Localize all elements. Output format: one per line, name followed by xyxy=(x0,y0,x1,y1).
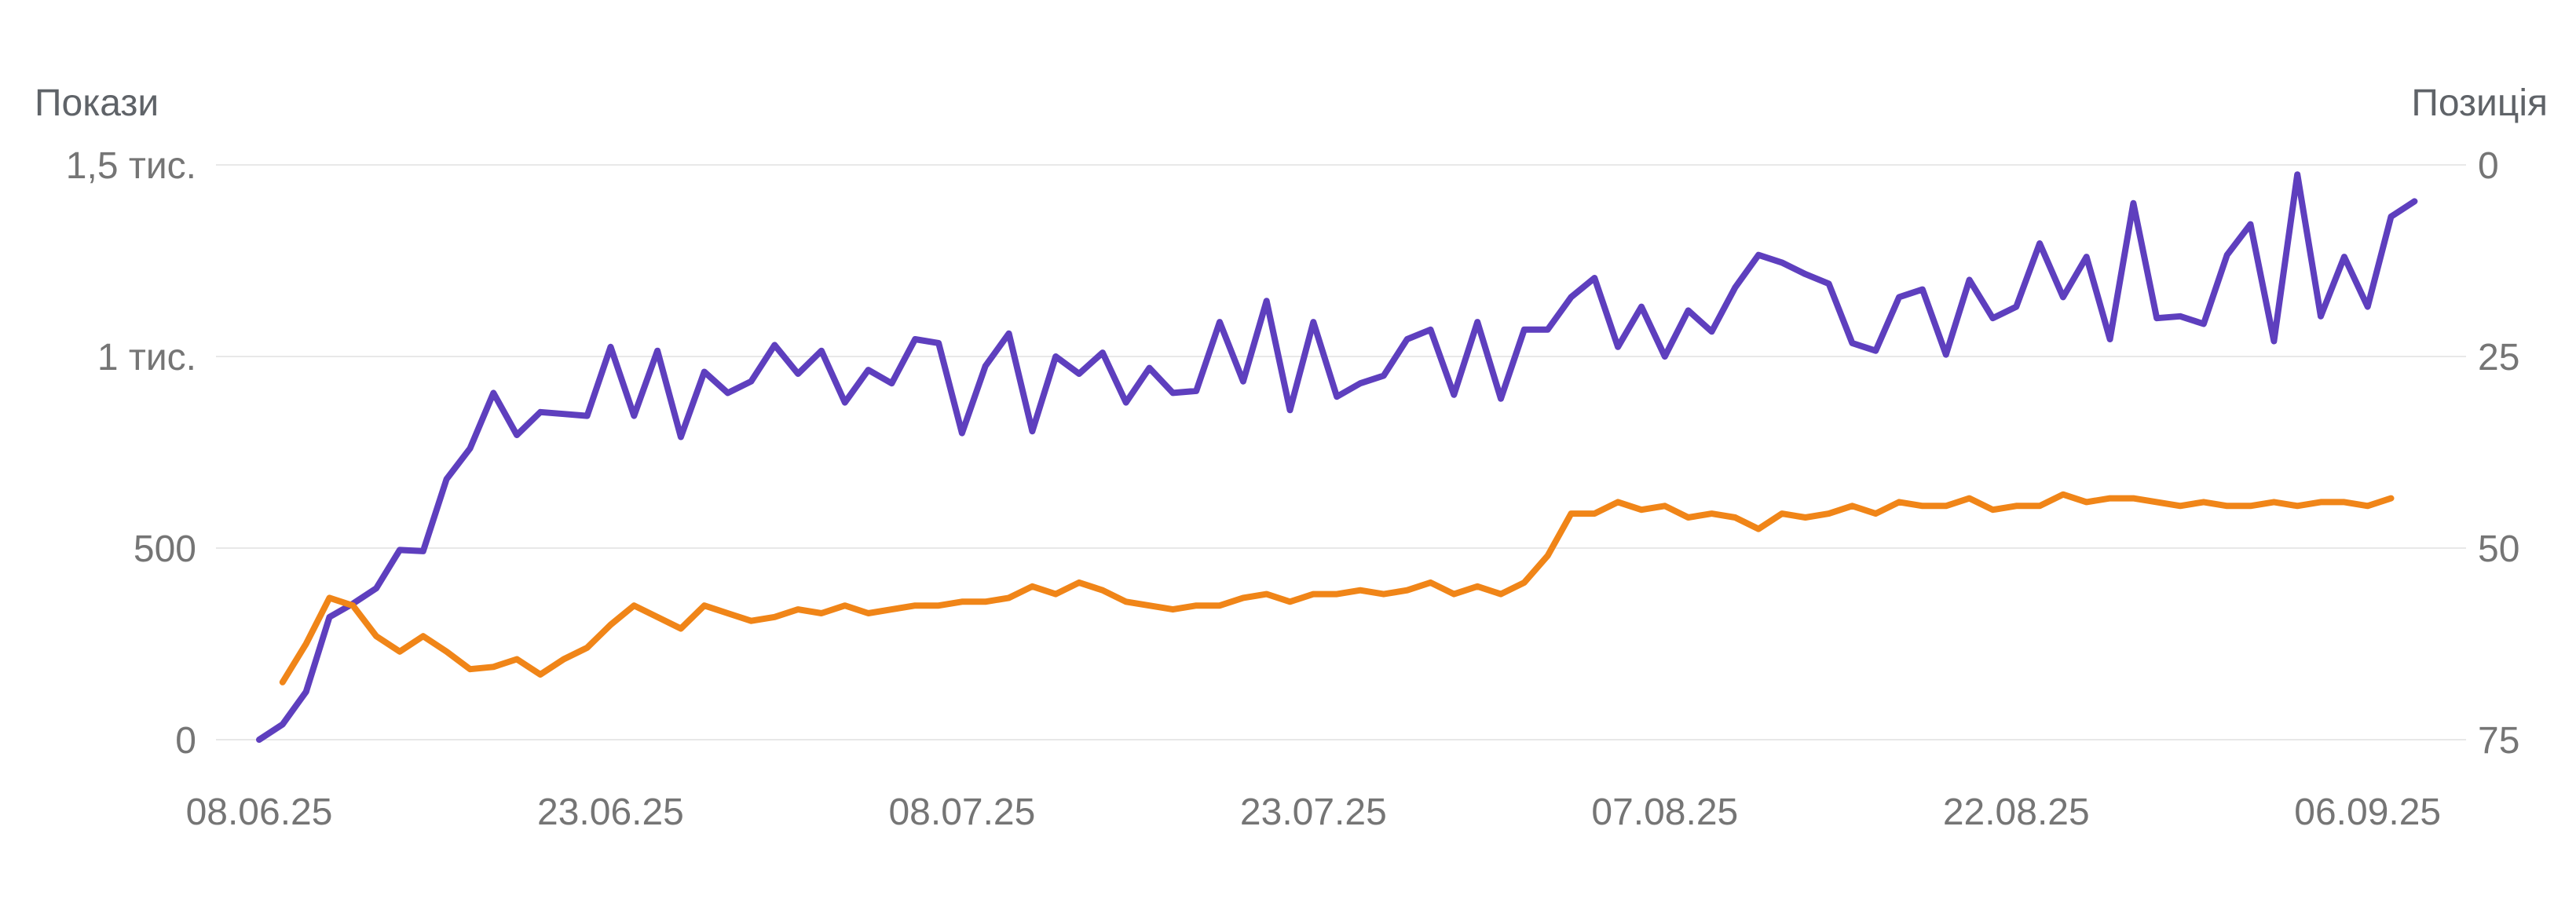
left-axis-title: Покази xyxy=(35,82,159,124)
right-axis-title: Позиція xyxy=(2411,82,2548,124)
right-tick-label: 0 xyxy=(2478,145,2499,187)
series-lines xyxy=(256,171,2418,743)
x-tick-label: 23.06.25 xyxy=(537,792,684,833)
x-tick-label: 08.06.25 xyxy=(186,792,333,833)
x-tick-label: 23.07.25 xyxy=(1240,792,1387,833)
right-tick-label: 25 xyxy=(2478,337,2519,378)
left-tick-label: 0 xyxy=(175,720,196,762)
position-series-line xyxy=(279,491,2395,686)
left-tick-label: 1 тис. xyxy=(97,337,196,378)
x-tick-label: 22.08.25 xyxy=(1943,792,2090,833)
left-tick-label: 500 xyxy=(134,528,196,570)
x-axis-ticks: 08.06.25 23.06.25 08.07.25 23.07.25 07.08.25… xyxy=(186,792,2442,833)
grid-lines xyxy=(216,164,2466,740)
left-axis-ticks: 0 500 1 тис. 1,5 тис. xyxy=(66,145,196,762)
x-tick-label: 06.09.25 xyxy=(2294,792,2441,833)
right-tick-label: 50 xyxy=(2478,528,2519,570)
left-tick-label: 1,5 тис. xyxy=(66,145,196,187)
x-tick-label: 08.07.25 xyxy=(888,792,1035,833)
right-tick-label: 75 xyxy=(2478,720,2519,762)
right-axis-ticks: 0 25 50 75 xyxy=(2478,145,2519,762)
x-tick-label: 07.08.25 xyxy=(1591,792,1738,833)
impressions-series-line xyxy=(256,171,2418,743)
